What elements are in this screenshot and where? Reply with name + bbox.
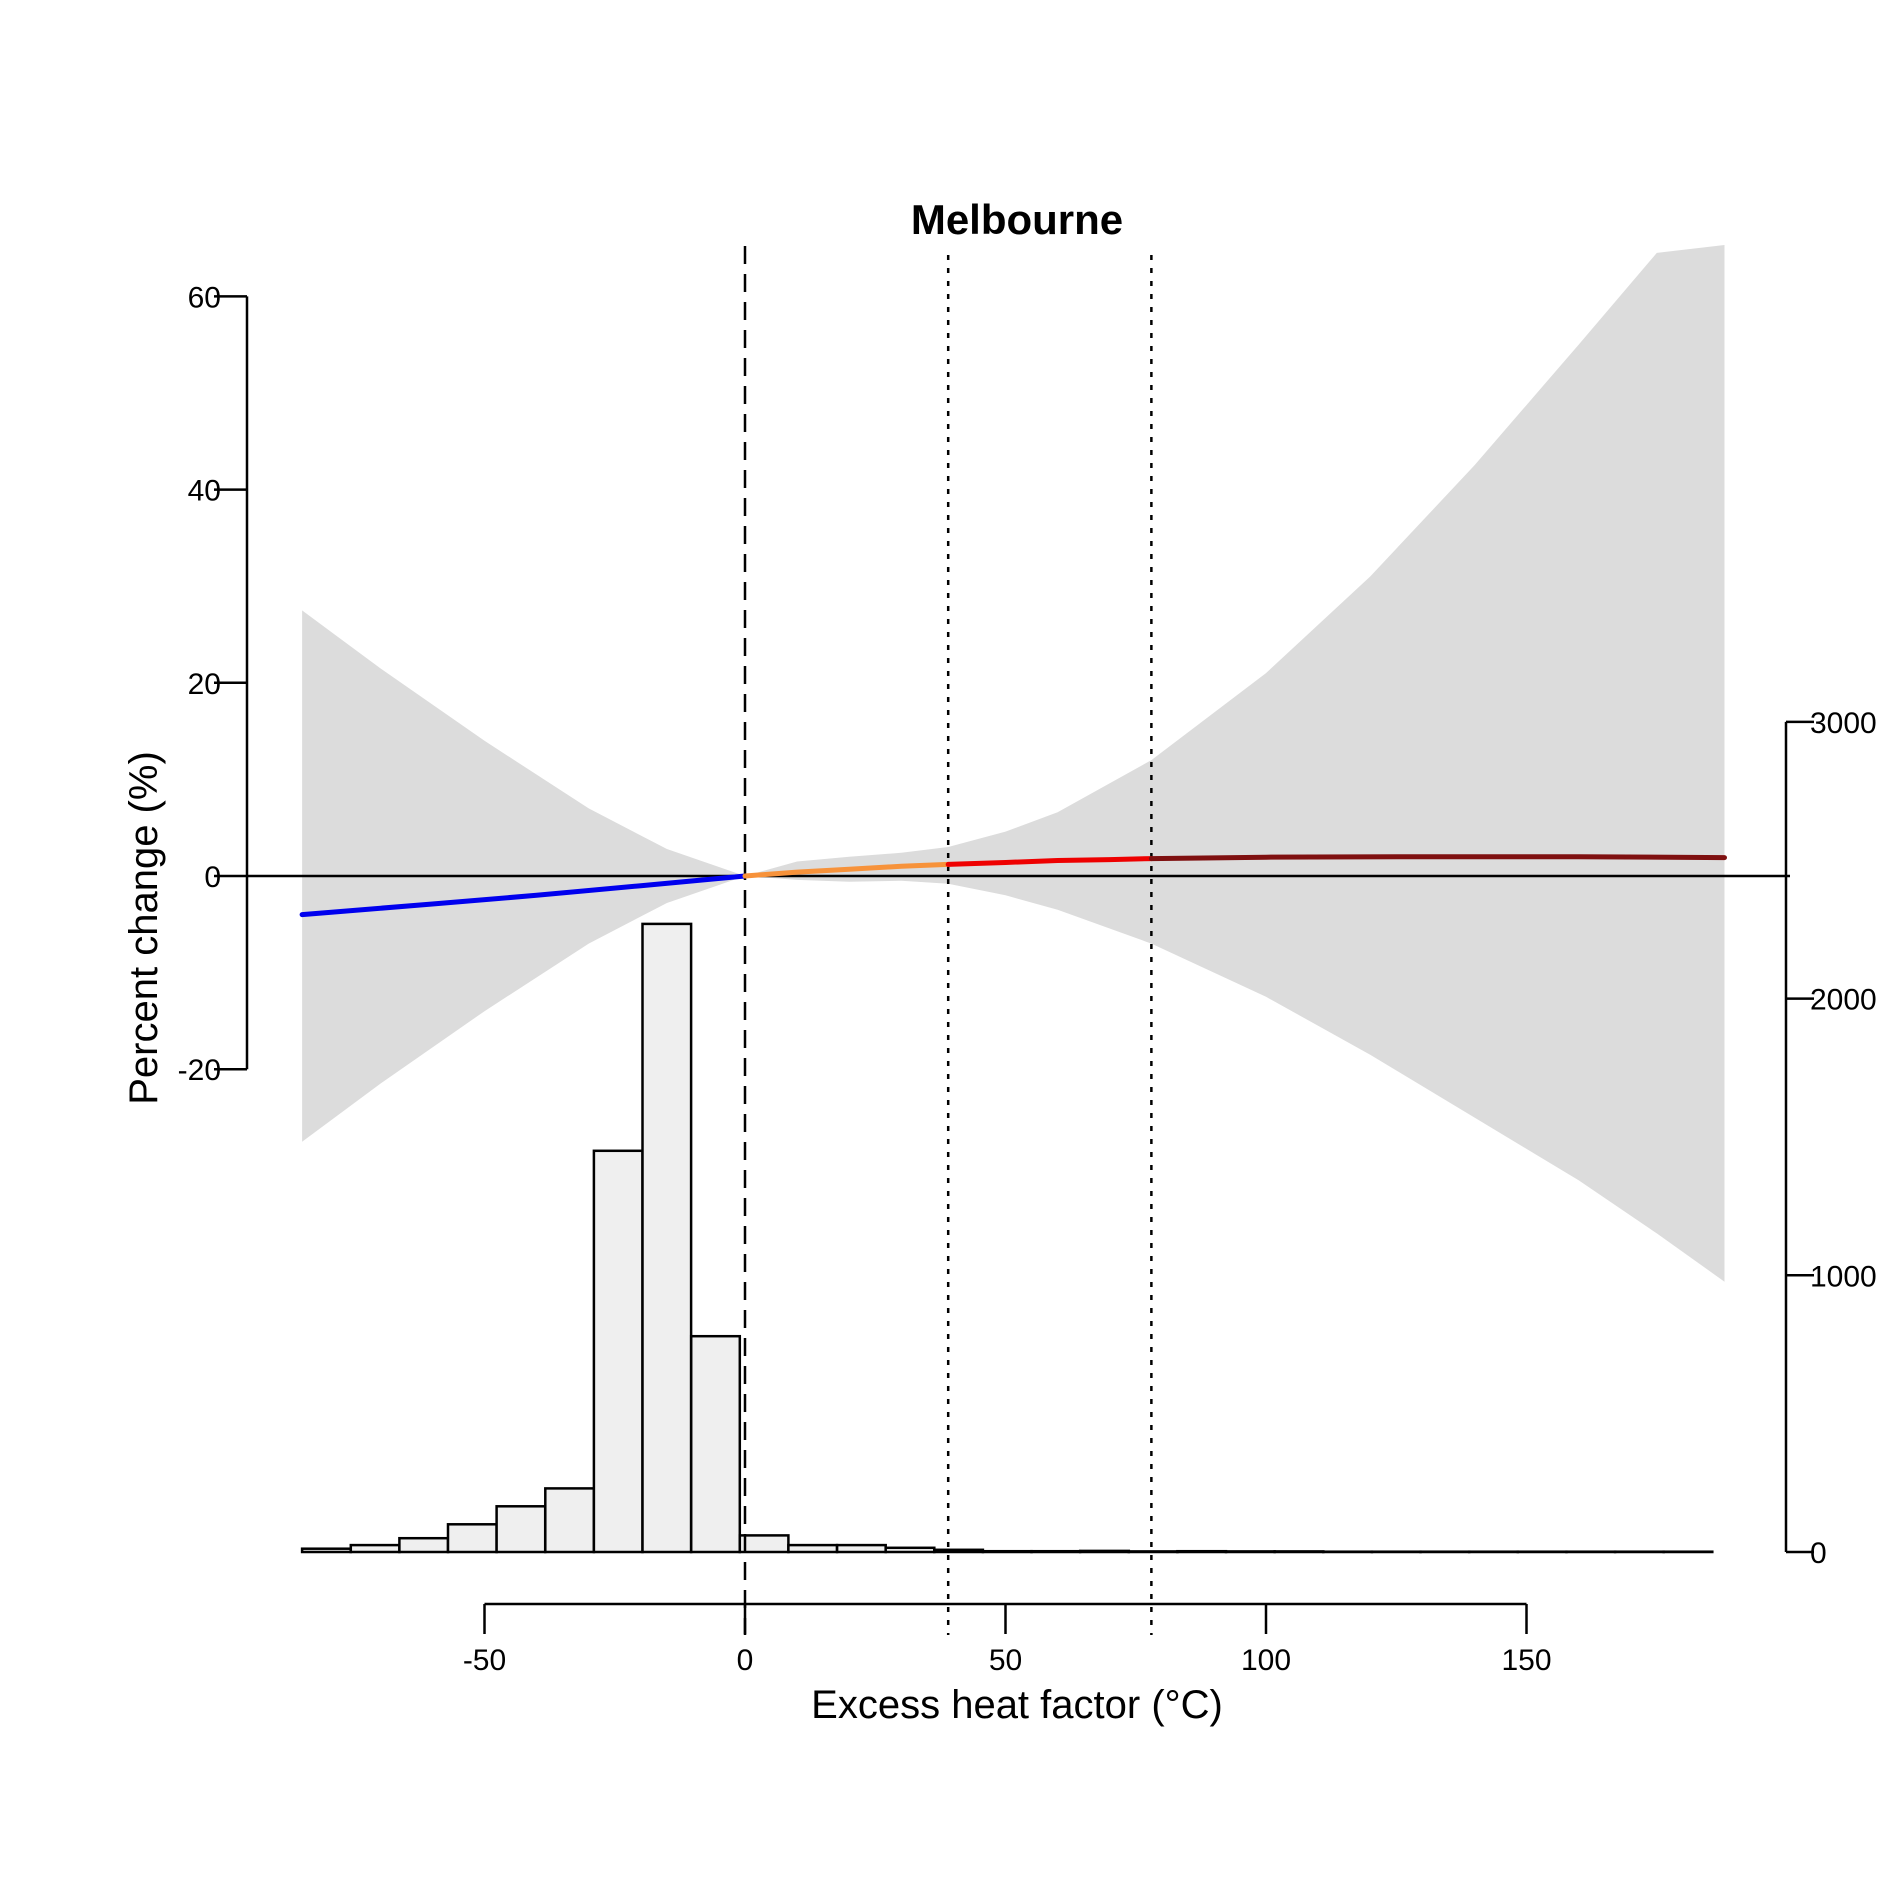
histogram-bar [1224,1550,1276,1554]
left-y-tick-label: 0 [204,861,221,894]
histogram-bar [544,1487,596,1554]
histogram-bar [349,1543,401,1554]
histogram-bar [981,1549,1033,1554]
histogram-bar [738,1534,790,1554]
estimate-line-layer [299,854,1727,918]
histogram-bar [835,1543,887,1554]
histogram-bar [398,1536,450,1554]
right-y-tick-label: 2000 [1810,984,1877,1017]
histogram-bar [787,1543,839,1554]
histogram-bar [1030,1549,1082,1554]
estimate-line-segment [1148,854,1727,862]
histogram-bar [1176,1549,1228,1554]
histogram-bar [446,1523,498,1554]
right-y-tick-label: 0 [1810,1537,1827,1570]
confidence-band [302,245,1725,1282]
histogram-bar [641,922,693,1554]
x-tick-label: 100 [1241,1644,1291,1677]
left-y-tick-label: 20 [188,668,221,701]
histogram-bar [689,1334,742,1554]
chart-title: Melbourne [911,196,1123,243]
histogram-bar [300,1547,352,1554]
left-y-tick-label: 40 [188,475,221,508]
right-y-tick-label: 3000 [1810,707,1877,740]
axes-layer: -20 0 20 40 60 0 1000 2000 3000 -50 0 50 100 150 [178,281,1877,1677]
reference-lines-layer [247,246,1790,1635]
x-tick-label: 50 [989,1644,1022,1677]
histogram-bar [884,1546,936,1554]
histogram-bar [933,1548,985,1554]
histogram-layer [300,922,1714,1554]
histogram-bar [1078,1549,1131,1554]
histogram-bar [1127,1550,1179,1554]
x-tick-label: 150 [1501,1644,1551,1677]
y-axis-title: Percent change (%) [122,751,166,1105]
histogram-bar [1273,1550,1325,1554]
x-tick-label: 0 [737,1644,754,1677]
left-y-tick-label: -20 [178,1054,221,1087]
histogram-bar [592,1149,644,1554]
estimate-line-segment [945,856,1154,867]
x-axis-title: Excess heat factor (°C) [811,1683,1223,1727]
x-tick-label: -50 [463,1644,506,1677]
estimate-line-segment [742,861,951,879]
confidence-band-layer [302,245,1725,1282]
left-y-tick-label: 60 [188,281,221,314]
right-y-tick-label: 1000 [1810,1260,1877,1293]
histogram-bar [495,1505,547,1554]
estimate-line-segment [299,873,748,918]
